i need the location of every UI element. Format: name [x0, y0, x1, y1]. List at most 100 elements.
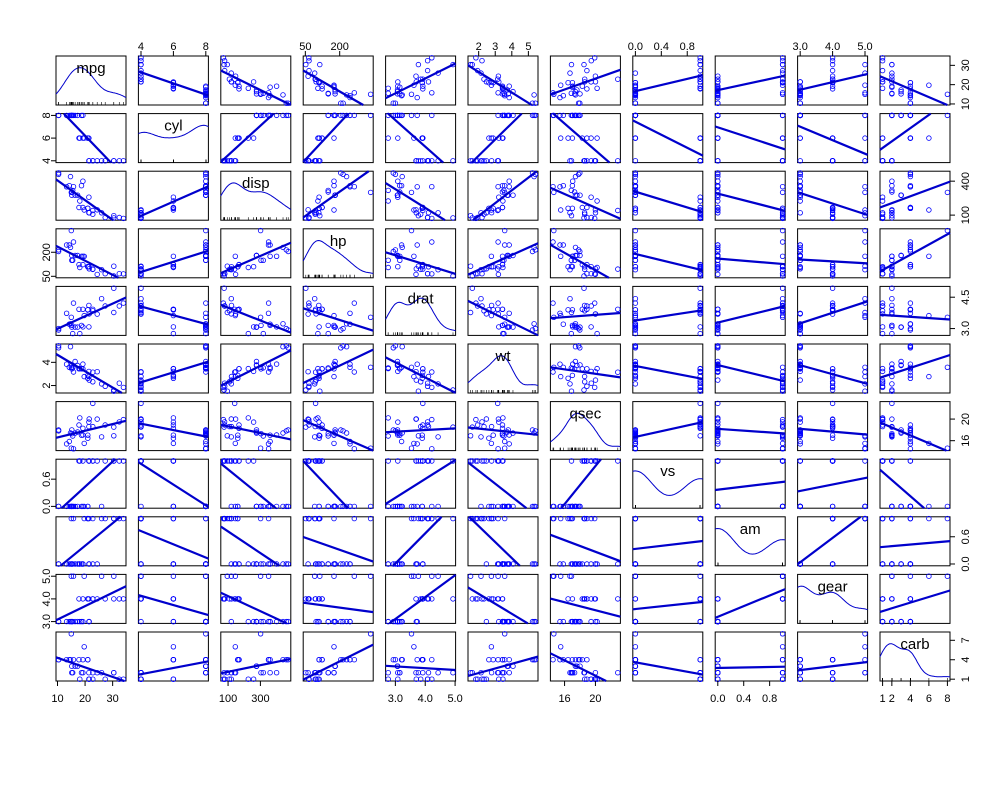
data-point: [232, 312, 238, 319]
panel-qsec-vs-cyl: [137, 400, 209, 452]
data-point: [385, 257, 391, 263]
data-point: [203, 314, 209, 320]
data-point: [569, 596, 576, 602]
panel-frame: [137, 516, 209, 567]
panel-drat-vs-qsec: [549, 285, 621, 337]
panel-carb-vs-hp: [302, 631, 374, 682]
data-point: [715, 416, 721, 422]
data-point: [588, 135, 594, 141]
data-point: [715, 657, 721, 663]
data-point: [697, 198, 703, 204]
data-point: [889, 187, 895, 194]
data-point: [70, 657, 77, 663]
data-point: [138, 416, 144, 422]
data-point: [907, 239, 914, 245]
data-point: [889, 596, 895, 602]
data-point: [312, 296, 318, 302]
data-point: [473, 515, 479, 522]
panel-frame: [467, 458, 539, 509]
data-point: [478, 503, 484, 510]
data-point: [592, 210, 599, 216]
data-point: [86, 670, 92, 676]
data-point: [632, 135, 639, 141]
data-point: [170, 440, 177, 447]
regression-line: [879, 112, 932, 151]
data-point: [715, 310, 721, 316]
data-point: [632, 239, 639, 245]
data-point: [332, 91, 338, 97]
regression-line: [467, 586, 529, 625]
data-point: [312, 503, 318, 510]
panel-gear-vs-disp: [220, 573, 292, 625]
data-point: [889, 70, 895, 76]
data-point: [495, 90, 501, 96]
data-point: [584, 657, 590, 663]
data-point: [506, 178, 512, 184]
data-point: [232, 515, 238, 522]
data-point: [697, 366, 703, 372]
data-point: [907, 458, 914, 464]
data-point: [85, 657, 91, 663]
data-point: [779, 312, 786, 319]
data-point: [829, 657, 836, 663]
data-point: [715, 207, 721, 214]
data-point: [862, 631, 868, 637]
data-point: [305, 207, 311, 213]
panel-frame: [549, 516, 621, 567]
data-point: [399, 657, 405, 663]
data-point: [862, 503, 868, 510]
data-point: [232, 503, 238, 510]
data-point: [267, 561, 273, 567]
panel-frame: [549, 55, 621, 106]
data-point: [414, 361, 420, 367]
data-point: [779, 631, 786, 637]
data-point: [488, 458, 495, 464]
data-point: [413, 73, 419, 79]
data-point: [575, 618, 582, 625]
data-point: [385, 458, 391, 464]
data-point: [889, 573, 895, 579]
data-point: [889, 400, 895, 407]
tick-label-gear: 3.0: [41, 614, 53, 629]
data-point: [331, 573, 337, 579]
tick-label-gear: 4.0: [41, 591, 53, 606]
regression-line: [137, 185, 209, 219]
data-point: [632, 330, 639, 337]
data-point: [797, 158, 803, 164]
data-point: [557, 94, 563, 101]
data-point: [325, 330, 331, 337]
data-point: [231, 400, 238, 407]
data-point: [258, 670, 264, 676]
regression-line: [220, 591, 288, 625]
data-point: [495, 239, 501, 245]
data-point: [632, 70, 639, 76]
data-point: [116, 271, 122, 277]
data-point: [392, 100, 399, 106]
data-point: [797, 178, 803, 184]
data-point: [779, 458, 786, 464]
data-point: [80, 178, 86, 184]
data-point: [500, 198, 506, 204]
data-point: [499, 189, 506, 195]
regression-line: [385, 251, 456, 275]
data-point: [280, 344, 286, 350]
panel-hp-vs-drat: [385, 227, 457, 279]
regression-line: [632, 364, 704, 380]
regression-line: [715, 480, 786, 492]
data-point: [408, 112, 415, 119]
data-point: [55, 171, 62, 178]
data-point: [306, 300, 312, 306]
data-point: [257, 631, 264, 637]
data-point: [483, 416, 490, 422]
panel-mpg-vs-hp: [302, 55, 374, 106]
data-point: [138, 515, 144, 522]
data-point: [367, 503, 374, 510]
data-point: [889, 324, 895, 330]
data-point: [879, 79, 886, 85]
data-point: [889, 416, 895, 422]
data-point: [571, 561, 578, 567]
data-point: [531, 321, 537, 327]
data-point: [499, 670, 506, 676]
regression-line: [55, 419, 127, 439]
panel-frame: [302, 401, 374, 452]
